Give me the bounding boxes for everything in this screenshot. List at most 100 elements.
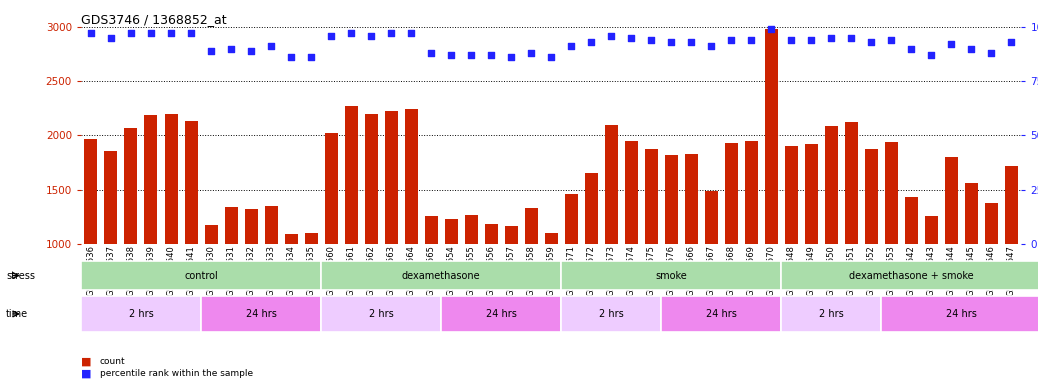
Bar: [204, 225, 218, 244]
Point: [502, 54, 519, 60]
Point: [683, 39, 700, 45]
Point: [422, 50, 439, 56]
Point: [463, 52, 480, 58]
Point: [383, 30, 400, 36]
Point: [263, 43, 279, 50]
Bar: [125, 128, 137, 244]
Bar: [905, 197, 918, 244]
Bar: [325, 133, 337, 244]
Bar: [405, 109, 417, 244]
Bar: [782, 296, 881, 332]
Bar: [562, 296, 661, 332]
Bar: [105, 151, 117, 244]
Text: ■: ■: [81, 368, 91, 378]
Text: dexamethasone: dexamethasone: [402, 270, 481, 281]
Bar: [144, 115, 158, 244]
Point: [563, 43, 579, 50]
Bar: [185, 121, 197, 244]
Point: [722, 37, 739, 43]
Point: [83, 30, 100, 36]
Bar: [562, 261, 782, 290]
Bar: [465, 215, 477, 244]
Bar: [605, 124, 618, 244]
Point: [603, 33, 620, 39]
Bar: [284, 234, 298, 244]
Bar: [441, 296, 562, 332]
Bar: [825, 126, 838, 244]
Point: [623, 35, 639, 41]
Bar: [965, 183, 978, 244]
Bar: [81, 296, 201, 332]
Text: 2 hrs: 2 hrs: [819, 309, 844, 319]
Bar: [685, 154, 698, 244]
Text: 24 hrs: 24 hrs: [946, 309, 977, 319]
Bar: [925, 216, 938, 244]
Point: [663, 39, 680, 45]
Bar: [364, 114, 378, 244]
Point: [923, 52, 939, 58]
Point: [403, 30, 419, 36]
Point: [122, 30, 139, 36]
Text: smoke: smoke: [655, 270, 687, 281]
Text: 2 hrs: 2 hrs: [599, 309, 624, 319]
Bar: [524, 208, 538, 244]
Point: [883, 37, 900, 43]
Point: [483, 52, 499, 58]
Point: [543, 54, 559, 60]
Point: [202, 48, 219, 54]
Point: [103, 35, 119, 41]
Point: [944, 41, 960, 47]
Point: [1003, 39, 1019, 45]
Text: control: control: [184, 270, 218, 281]
Bar: [725, 143, 738, 244]
Bar: [201, 296, 321, 332]
Point: [903, 46, 920, 52]
Point: [343, 30, 359, 36]
Point: [142, 30, 159, 36]
Bar: [81, 261, 321, 290]
Text: 24 hrs: 24 hrs: [486, 309, 517, 319]
Point: [743, 37, 760, 43]
Bar: [645, 149, 658, 244]
Bar: [565, 194, 578, 244]
Text: 2 hrs: 2 hrs: [368, 309, 393, 319]
Bar: [985, 203, 998, 244]
Point: [183, 30, 199, 36]
Bar: [782, 261, 1038, 290]
Bar: [584, 173, 598, 244]
Text: count: count: [100, 357, 126, 366]
Text: 24 hrs: 24 hrs: [246, 309, 276, 319]
Bar: [945, 157, 958, 244]
Text: stress: stress: [6, 270, 35, 281]
Bar: [804, 144, 818, 244]
Point: [703, 43, 719, 50]
Text: GDS3746 / 1368852_at: GDS3746 / 1368852_at: [81, 13, 226, 26]
Bar: [881, 296, 1038, 332]
Point: [163, 30, 180, 36]
Text: time: time: [6, 309, 28, 319]
Point: [763, 26, 780, 32]
Bar: [345, 106, 357, 244]
Point: [843, 35, 859, 41]
Bar: [84, 139, 98, 244]
Point: [243, 48, 260, 54]
Bar: [245, 209, 257, 244]
Bar: [625, 141, 637, 244]
Text: ■: ■: [81, 357, 91, 367]
Bar: [845, 122, 857, 244]
Bar: [265, 206, 277, 244]
Point: [643, 37, 659, 43]
Point: [443, 52, 460, 58]
Bar: [485, 224, 497, 244]
Point: [583, 39, 600, 45]
Point: [363, 33, 380, 39]
Bar: [785, 146, 798, 244]
Bar: [745, 141, 758, 244]
Point: [983, 50, 1000, 56]
Point: [323, 33, 339, 39]
Bar: [865, 149, 878, 244]
Point: [303, 54, 320, 60]
Bar: [224, 207, 238, 244]
Bar: [1005, 166, 1018, 244]
Bar: [884, 142, 898, 244]
